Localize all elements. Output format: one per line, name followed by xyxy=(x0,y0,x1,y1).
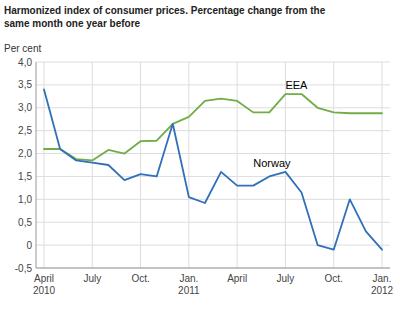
y-tick-label: 0,5 xyxy=(18,217,32,228)
series-label: Norway xyxy=(253,157,291,169)
grid xyxy=(36,62,390,268)
y-grid-line xyxy=(36,199,390,200)
y-grid-line xyxy=(36,245,390,246)
series-label: EEA xyxy=(285,79,308,91)
y-grid-line xyxy=(36,84,390,85)
y-grid-line xyxy=(36,62,390,63)
y-tick-label: 3,5 xyxy=(18,79,32,90)
x-grid-line xyxy=(92,62,93,268)
y-grid-line xyxy=(36,222,390,223)
y-tick-label: 1,5 xyxy=(18,171,32,182)
y-axis xyxy=(36,62,37,268)
y-tick-label: 1,0 xyxy=(18,194,32,205)
y-tick-label: 4,0 xyxy=(18,57,32,68)
chart: Harmonized index of consumer prices. Per… xyxy=(0,0,400,320)
series-line xyxy=(44,94,382,160)
series-line xyxy=(44,89,382,249)
x-grid-line xyxy=(188,62,189,268)
x-axis xyxy=(36,268,390,269)
y-tick-label: 3,0 xyxy=(18,102,32,113)
y-grid-line xyxy=(36,153,390,154)
y-tick-label: 0 xyxy=(26,240,32,251)
x-grid-line xyxy=(237,62,238,268)
x-tick-label: Jan.2011 xyxy=(178,273,200,296)
y-grid-line xyxy=(36,176,390,177)
plot-area xyxy=(44,89,382,249)
y-grid-line xyxy=(36,130,390,131)
y-tick-label: 2,0 xyxy=(18,148,32,159)
y-grid-line xyxy=(36,268,390,269)
x-grid-line xyxy=(333,62,334,268)
x-tick-label: July xyxy=(83,273,101,284)
y-tick-label: -0,5 xyxy=(15,263,33,274)
x-tick-label: Oct. xyxy=(131,273,149,284)
y-axis-label: Per cent xyxy=(4,43,41,54)
x-tick-label: Oct. xyxy=(325,273,343,284)
title: Harmonized index of consumer prices. Per… xyxy=(4,5,326,29)
x-tick-label: Jan.2012 xyxy=(371,273,394,296)
x-tick-label: July xyxy=(277,273,295,284)
x-grid-line xyxy=(382,62,383,268)
y-grid-line xyxy=(36,107,390,108)
y-tick-label: 2,5 xyxy=(18,125,32,136)
x-tick-label: April2010 xyxy=(33,273,56,296)
x-tick-label: April xyxy=(227,273,247,284)
x-grid-line xyxy=(140,62,141,268)
